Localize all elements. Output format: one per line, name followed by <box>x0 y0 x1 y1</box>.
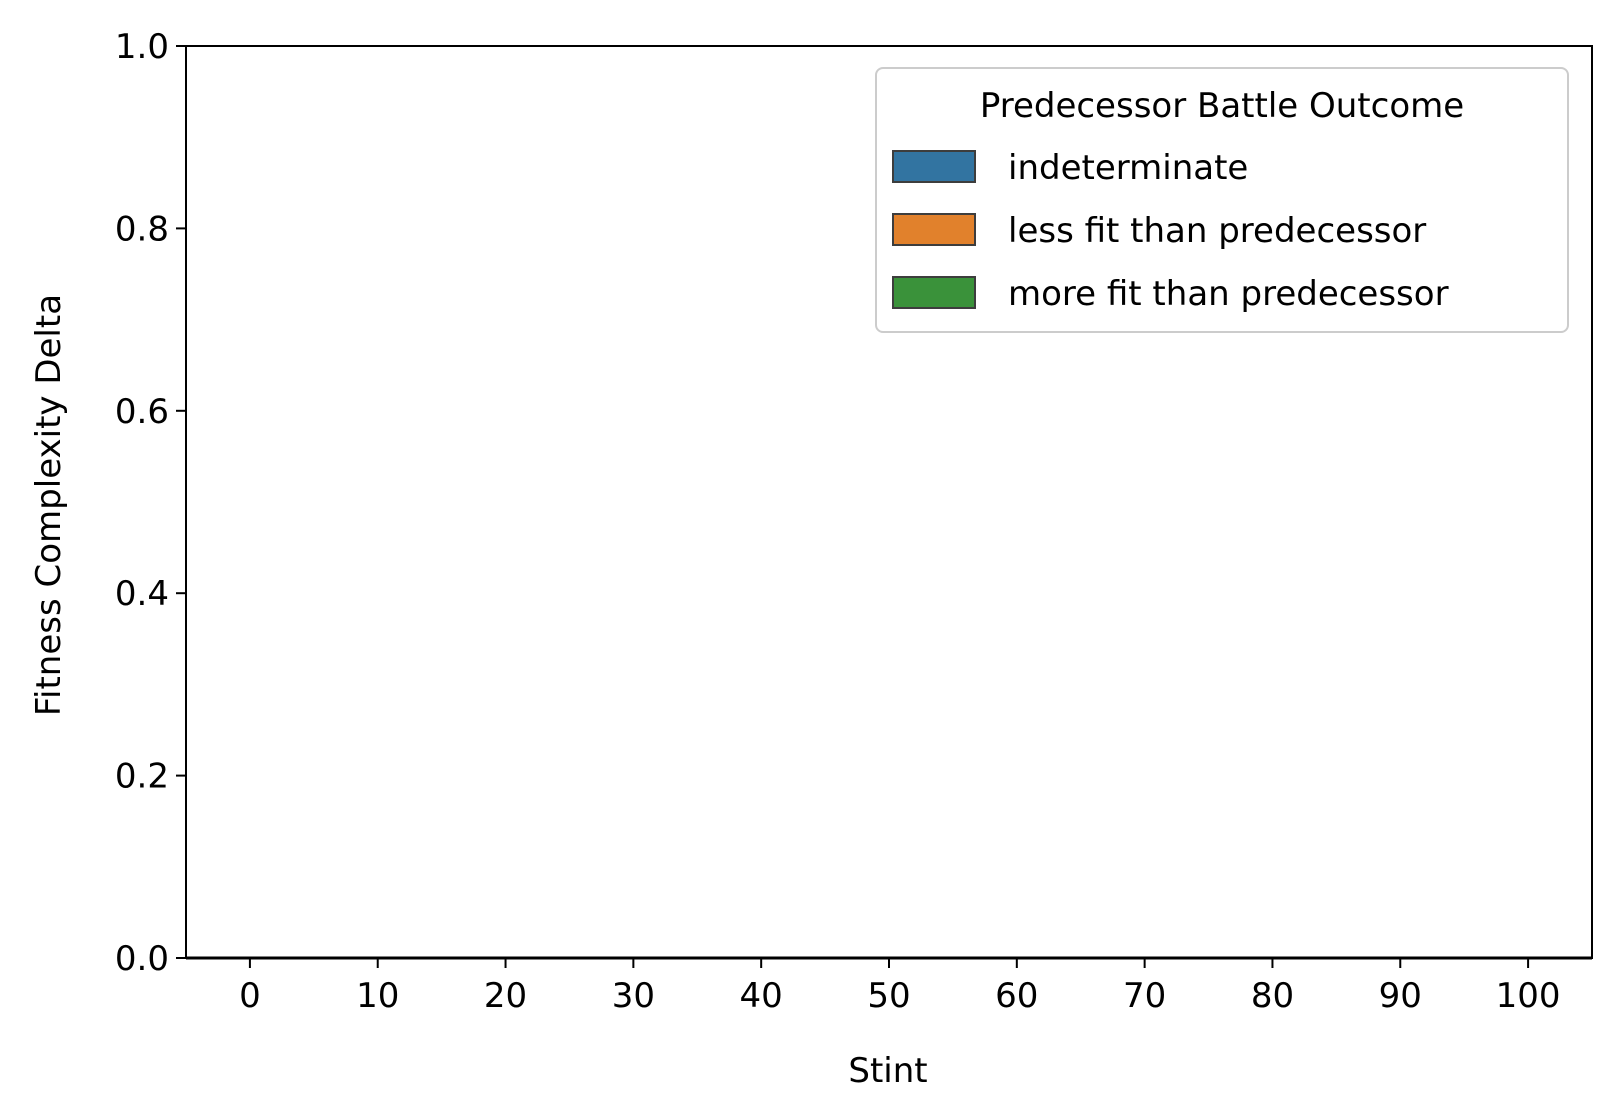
x-tick-label: 90 <box>1379 976 1422 1016</box>
x-tick-label: 70 <box>1123 976 1166 1016</box>
legend-label: indeterminate <box>1008 148 1248 188</box>
x-tick-label: 40 <box>740 976 783 1016</box>
y-tick-label: 0.0 <box>115 939 169 979</box>
legend-title: Predecessor Battle Outcome <box>980 86 1464 126</box>
x-tick-label: 10 <box>356 976 399 1016</box>
x-tick-label: 20 <box>484 976 527 1016</box>
y-axis-title: Fitness Complexity Delta <box>29 294 69 716</box>
x-tick-label: 100 <box>1496 976 1561 1016</box>
y-tick-label: 0.8 <box>115 209 169 249</box>
y-tick-label: 0.4 <box>115 574 169 614</box>
y-tick-label: 0.2 <box>115 757 169 797</box>
x-tick-label: 60 <box>995 976 1038 1016</box>
x-tick-label: 80 <box>1251 976 1294 1016</box>
x-tick-label: 50 <box>867 976 910 1016</box>
x-axis-title: Stint <box>848 1051 927 1091</box>
x-tick-label: 0 <box>239 976 261 1016</box>
y-tick-label: 0.6 <box>115 392 169 432</box>
legend-items: indeterminate less fit than predecessor mo… <box>892 148 1449 314</box>
x-tick-label: 30 <box>612 976 655 1016</box>
legend-frame <box>875 67 1569 333</box>
legend-swatch <box>892 276 976 309</box>
legend-swatch <box>892 150 976 183</box>
y-axis: 0.0 0.2 0.4 0.6 0.8 1.0 <box>115 27 186 979</box>
legend-swatch <box>892 213 976 246</box>
legend-label: more fit than predecessor <box>1008 274 1449 314</box>
legend-label: less fit than predecessor <box>1008 211 1426 251</box>
legend: Predecessor Battle Outcome indeterminate… <box>875 67 1569 333</box>
y-tick-label: 1.0 <box>115 27 169 67</box>
x-axis: 0 10 20 30 40 50 60 70 80 90 100 <box>239 958 1561 1016</box>
